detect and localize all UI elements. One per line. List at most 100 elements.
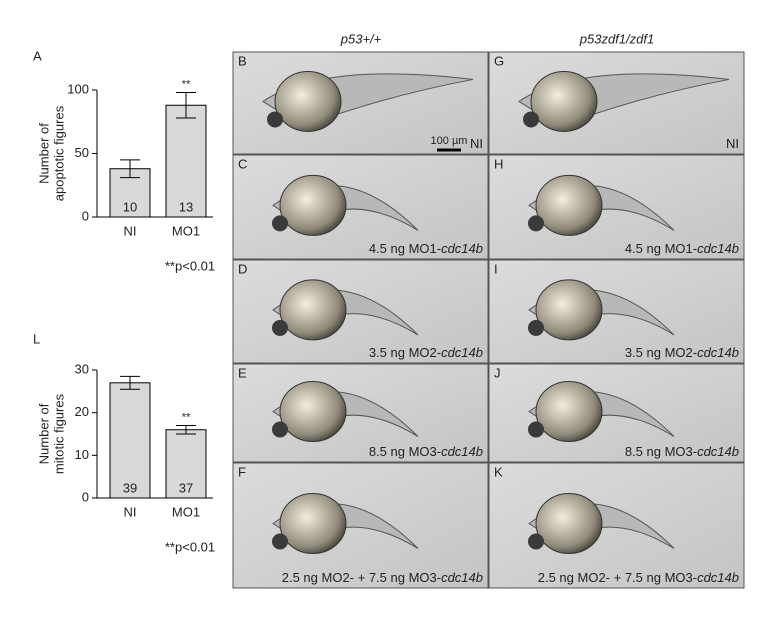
error-bar [176, 92, 196, 119]
treatment-dose: 2.5 ng MO2- + 7.5 ng MO3- [538, 570, 697, 585]
embryo-eye [528, 421, 544, 438]
embryo-yolk [535, 279, 603, 341]
embryo-eye [272, 421, 288, 438]
y-tick-label: 10 [75, 447, 89, 462]
y-tick-label: 30 [75, 361, 89, 376]
panel-letter: G [494, 53, 504, 68]
n-label: 39 [123, 480, 137, 495]
treatment-gene: cdc14b [697, 570, 739, 585]
treatment-label: NI [726, 136, 739, 151]
treatment-label: 4.5 ng MO1-cdc14b [369, 241, 483, 256]
image-panel: J 8.5 ng MO3-cdc14b [488, 363, 745, 463]
panel-letter: H [494, 156, 503, 171]
embryo-eye [523, 111, 539, 128]
image-panel: G NI [488, 51, 745, 155]
embryo-eye [272, 533, 288, 550]
image-panel: B NI [232, 51, 489, 155]
image-panel: E 8.5 ng MO3-cdc14b [232, 363, 489, 463]
panel-letter: C [238, 156, 247, 171]
treatment-gene: cdc14b [441, 345, 483, 360]
treatment-gene: cdc14b [697, 241, 739, 256]
error-bar [120, 375, 140, 390]
treatment-gene: cdc14b [441, 241, 483, 256]
embryo-eye [272, 319, 288, 336]
treatment-label: 3.5 ng MO2-cdc14b [625, 345, 739, 360]
panel-letter: A [33, 48, 42, 63]
embryo-eye [528, 215, 544, 232]
treatment-label: 2.5 ng MO2- + 7.5 ng MO3-cdc14b [282, 570, 483, 585]
image-panel: I 3.5 ng MO2-cdc14b [488, 259, 745, 364]
error-bar [176, 424, 196, 435]
treatment-dose: 2.5 ng MO2- + 7.5 ng MO3- [282, 570, 441, 585]
image-panel: K 2.5 ng MO2- + 7.5 ng MO3-cdc14b [488, 462, 745, 589]
error-bar [120, 159, 140, 179]
column-header: p53zdf1/zdf1 [579, 31, 654, 46]
image-panel: F 2.5 ng MO2- + 7.5 ng MO3-cdc14b [232, 462, 489, 589]
embryo-yolk [279, 279, 347, 341]
y-tick-label: 100 [67, 81, 89, 96]
panel-letter: D [238, 261, 247, 276]
x-tick-label: MO1 [172, 223, 200, 238]
x-tick-label: NI [124, 504, 137, 519]
x-tick-label: NI [124, 223, 137, 238]
scale-bar-label: 100 µm [431, 135, 468, 147]
bar [165, 429, 207, 499]
treatment-gene: cdc14b [697, 345, 739, 360]
treatment-dose: NI [726, 136, 739, 151]
treatment-dose: 8.5 ng MO3- [369, 444, 441, 459]
panel-letter: E [238, 365, 247, 380]
n-label: 37 [179, 480, 193, 495]
embryo-yolk [279, 174, 347, 236]
y-tick-label: 20 [75, 404, 89, 419]
panel-letter: L [33, 331, 40, 346]
y-axis-label: Number of [36, 123, 51, 184]
embryo-yolk [279, 381, 347, 443]
panel-letter: B [238, 53, 247, 68]
embryo-yolk [274, 70, 342, 132]
embryo-eye [267, 111, 283, 128]
y-tick-label: 50 [75, 145, 89, 160]
embryo-yolk [535, 174, 603, 236]
embryo-yolk [535, 492, 603, 554]
treatment-dose: 3.5 ng MO2- [625, 345, 697, 360]
y-axis-label: mitotic figures [51, 393, 66, 474]
treatment-dose: 4.5 ng MO1- [369, 241, 441, 256]
y-tick-label: 0 [82, 489, 89, 504]
treatment-label: 8.5 ng MO3-cdc14b [625, 444, 739, 459]
embryo-eye [272, 215, 288, 232]
panel-letter: K [494, 464, 503, 479]
treatment-dose: NI [470, 136, 483, 151]
treatment-label: 8.5 ng MO3-cdc14b [369, 444, 483, 459]
image-panel: D 3.5 ng MO2-cdc14b [232, 259, 489, 364]
n-label: 13 [179, 199, 193, 214]
y-axis-label: apoptotic figures [51, 105, 66, 201]
treatment-dose: 4.5 ng MO1- [625, 241, 697, 256]
treatment-dose: 8.5 ng MO3- [625, 444, 697, 459]
embryo-yolk [530, 70, 598, 132]
image-panel: C 4.5 ng MO1-cdc14b [232, 154, 489, 260]
embryo-eye [528, 533, 544, 550]
treatment-gene: cdc14b [697, 444, 739, 459]
treatment-gene: cdc14b [441, 570, 483, 585]
column-header: p53+/+ [340, 31, 382, 46]
significance-note: **p<0.01 [165, 258, 215, 273]
panel-letter: I [494, 261, 498, 276]
x-tick-label: MO1 [172, 504, 200, 519]
embryo-eye [528, 319, 544, 336]
treatment-label: 4.5 ng MO1-cdc14b [625, 241, 739, 256]
n-label: 10 [123, 199, 137, 214]
image-panel: H 4.5 ng MO1-cdc14b [488, 154, 745, 260]
treatment-label: 2.5 ng MO2- + 7.5 ng MO3-cdc14b [538, 570, 739, 585]
bar [165, 104, 207, 218]
panel-letter: J [494, 365, 501, 380]
y-axis-label: Number of [36, 403, 51, 464]
bar [109, 382, 151, 499]
embryo-yolk [279, 492, 347, 554]
treatment-dose: 3.5 ng MO2- [369, 345, 441, 360]
significance-label: ** [182, 411, 191, 423]
y-tick-label: 0 [82, 208, 89, 223]
treatment-label: NI [470, 136, 483, 151]
significance-label: ** [182, 78, 191, 90]
treatment-gene: cdc14b [441, 444, 483, 459]
